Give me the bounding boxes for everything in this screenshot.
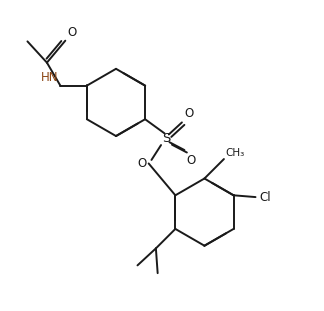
Text: CH₃: CH₃ — [225, 148, 245, 158]
Text: O: O — [187, 154, 196, 167]
Text: O: O — [137, 157, 146, 170]
Text: O: O — [184, 107, 193, 120]
Text: Cl: Cl — [259, 191, 271, 204]
Text: HN: HN — [41, 71, 59, 84]
Text: S: S — [162, 132, 170, 145]
Text: O: O — [67, 26, 77, 39]
